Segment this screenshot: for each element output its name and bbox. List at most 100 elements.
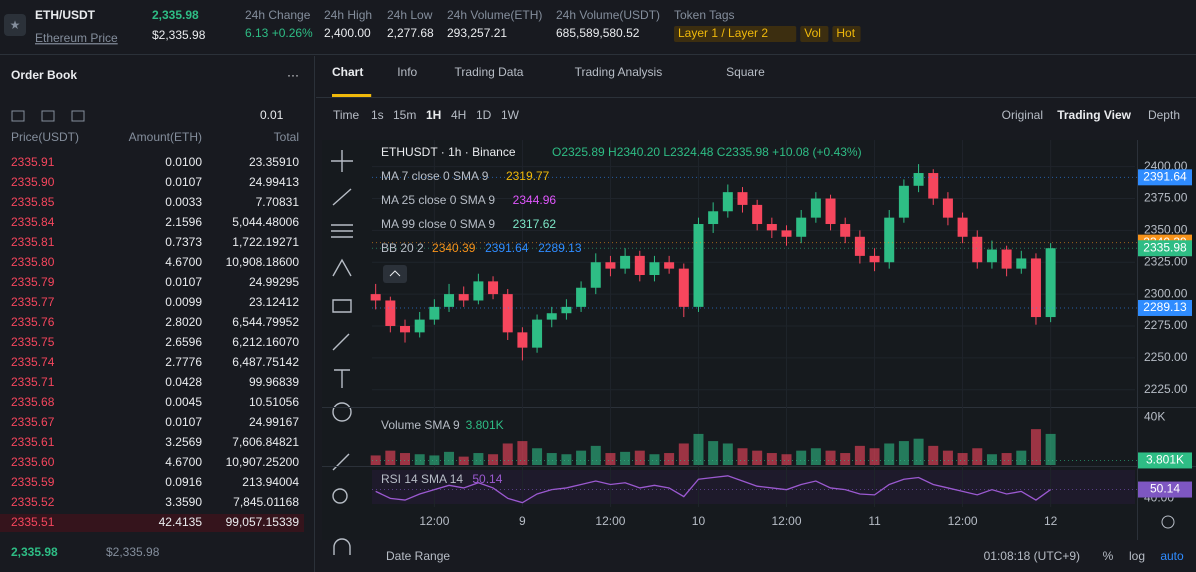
measure-tool[interactable]	[332, 299, 352, 313]
ask-amount: 3.3590	[165, 495, 202, 509]
interval[interactable]: 4H	[451, 108, 466, 122]
settings-icon[interactable]	[1161, 515, 1175, 529]
interval[interactable]: 1W	[501, 108, 520, 122]
indicator-value: 2289.13	[538, 241, 582, 255]
candle-body	[620, 255, 631, 269]
book-col: Price(USDT)	[11, 130, 79, 144]
ask-amount: 0.0107	[165, 415, 202, 429]
indicator-name: RSI 14 SMA 14	[381, 472, 463, 486]
candle-body	[473, 281, 484, 301]
ask-total: 24.99295	[249, 275, 299, 289]
volume-bar	[796, 450, 807, 465]
symbol: ETH/USDT	[35, 8, 96, 22]
volume-bar	[502, 443, 513, 465]
candle-body	[1030, 258, 1041, 318]
ruler-tool[interactable]	[332, 453, 350, 471]
ask-price: 2335.61	[11, 435, 55, 449]
collapse-button[interactable]	[383, 265, 407, 283]
volume-bar	[957, 453, 968, 465]
ask-price: 2335.59	[11, 475, 55, 489]
price-tag: 2289.13	[1143, 300, 1187, 314]
volume-bar	[664, 453, 675, 465]
asset-name[interactable]: Ethereum Price	[35, 31, 118, 45]
tab[interactable]: Trading Data	[455, 65, 524, 79]
precision-select[interactable]: 0.01	[260, 108, 284, 122]
more-icon[interactable]: ···	[287, 68, 299, 82]
volume-bar	[620, 451, 631, 465]
candle-body	[957, 217, 968, 237]
y-tick-label: 2250.00	[1144, 350, 1188, 364]
magnet-tool[interactable]	[333, 538, 351, 555]
pattern-tool[interactable]	[332, 258, 352, 277]
view-option[interactable]: Trading View	[1057, 108, 1131, 122]
candle-body	[737, 192, 748, 205]
ask-price: 2335.67	[11, 415, 55, 429]
scale-option[interactable]: log	[1129, 549, 1145, 563]
zoom-tool[interactable]	[332, 488, 348, 504]
interval[interactable]: 1H	[426, 108, 441, 122]
candle-body	[444, 294, 455, 307]
ask-total: 23.35910	[249, 155, 299, 169]
ask-total: 10,907.25200	[226, 455, 300, 469]
ask-price: 2335.85	[11, 195, 55, 209]
ask-amount: 2.1596	[165, 215, 202, 229]
ask-amount: 2.6596	[165, 335, 202, 349]
indicator-value: 3.801K	[466, 418, 504, 432]
token-tag[interactable]: Layer 1 / Layer 2	[678, 26, 768, 40]
scale-option[interactable]: auto	[1160, 549, 1184, 563]
line-tool[interactable]	[332, 188, 352, 206]
tab[interactable]: Info	[397, 65, 417, 79]
view-option[interactable]: Depth	[1148, 108, 1180, 122]
crosshair-tool[interactable]	[331, 150, 353, 172]
candle-body	[561, 306, 572, 314]
ask-amount: 0.0107	[165, 175, 202, 189]
view-option[interactable]: Original	[1002, 108, 1043, 122]
scale-option[interactable]: %	[1103, 549, 1114, 563]
fib-tool[interactable]	[331, 224, 353, 238]
candle-body	[825, 198, 836, 225]
book-mode-button[interactable]	[11, 110, 25, 122]
tab[interactable]: Chart	[332, 65, 363, 79]
candle-body	[605, 262, 616, 269]
tab[interactable]: Trading Analysis	[575, 65, 663, 79]
candle-body	[678, 268, 689, 307]
volume-bar	[722, 443, 733, 465]
tab[interactable]: Square	[726, 65, 765, 79]
candle-body	[913, 173, 924, 186]
ask-total: 7.70831	[256, 195, 300, 209]
volume-bar	[913, 438, 924, 465]
x-tick-label: 12:00	[595, 514, 625, 528]
favorite-button[interactable]	[4, 14, 26, 36]
ask-price: 2335.90	[11, 175, 55, 189]
emoji-tool[interactable]	[332, 402, 352, 422]
candle-body	[546, 313, 557, 320]
candle-body	[488, 281, 499, 295]
brush-tool[interactable]	[332, 333, 350, 351]
rsi-tag: 50.14	[1150, 482, 1180, 496]
book-mode-button[interactable]	[71, 110, 85, 122]
interval[interactable]: 1s	[371, 108, 384, 122]
text-tool[interactable]	[334, 369, 350, 388]
tags-label: Token Tags	[674, 8, 735, 22]
book-mode-button[interactable]	[41, 110, 55, 122]
ask-price: 2335.71	[11, 375, 55, 389]
ask-amount: 0.0033	[165, 195, 202, 209]
candle-body	[752, 204, 763, 225]
volume-bar	[546, 453, 557, 465]
rsi-line	[375, 475, 1052, 504]
ask-amount: 0.0099	[165, 295, 202, 309]
ask-amount: 4.6700	[165, 255, 202, 269]
date-range[interactable]: Date Range	[386, 549, 450, 563]
indicator-name: MA 99 close 0 SMA 9	[381, 217, 495, 231]
interval[interactable]: 15m	[393, 108, 416, 122]
interval[interactable]: 1D	[476, 108, 492, 122]
book-last: 2,335.98	[11, 545, 58, 559]
ask-total: 6,212.16070	[232, 335, 299, 349]
candle-body	[590, 262, 601, 288]
volume-bar	[517, 441, 528, 465]
candle-body	[649, 262, 660, 275]
tag-bg	[1138, 299, 1192, 316]
ask-total: 24.99413	[249, 175, 299, 189]
token-tag[interactable]: Vol	[804, 26, 821, 40]
token-tag[interactable]: Hot	[836, 26, 855, 40]
